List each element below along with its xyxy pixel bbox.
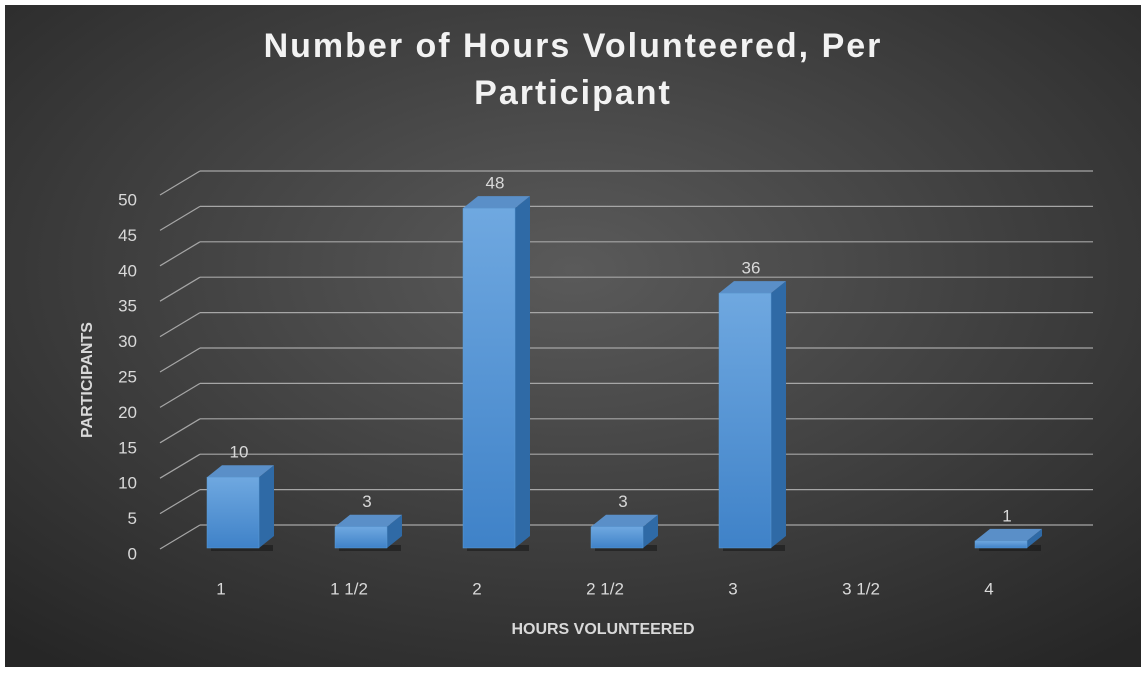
grid-line-side	[159, 524, 201, 550]
x-tick-label: 4	[984, 579, 993, 598]
x-tick-label: 2	[472, 579, 481, 598]
y-tick-label: 20	[118, 403, 137, 422]
grid-line-side	[159, 312, 201, 338]
bar-top	[335, 514, 402, 527]
chart-area: HOURS VOLUNTEERED PARTICIPANTS 0 5 10 15 20 2…	[5, 5, 1141, 667]
bar-top	[719, 281, 786, 294]
chart: HOURS VOLUNTEERED PARTICIPANTS 0 5 10 15 20 2…	[5, 5, 1141, 667]
bar-side	[771, 281, 786, 548]
y-tick-label: 0	[128, 544, 137, 563]
bar-top	[207, 465, 274, 478]
data-label: 3	[362, 492, 371, 511]
data-label: 48	[486, 174, 505, 193]
chart-title: Number of Hours Volunteered, Per Partici…	[263, 27, 883, 112]
bar	[718, 292, 772, 549]
grid-line-side	[159, 205, 201, 231]
bar	[462, 207, 516, 549]
bar-side	[515, 196, 530, 548]
grid-line-side	[159, 453, 201, 479]
x-tick-label: 2 1/2	[586, 579, 624, 598]
y-tick-label: 10	[118, 474, 137, 493]
bar-side	[643, 514, 658, 548]
x-tick-label: 3	[728, 579, 737, 598]
grid-line-side	[159, 347, 201, 373]
y-tick-label: 50	[118, 190, 137, 209]
bar-top	[975, 528, 1042, 541]
bar-top	[591, 514, 658, 527]
grid-line-side	[159, 170, 201, 196]
background	[5, 5, 1141, 667]
x-tick-label: 1	[216, 579, 225, 598]
grid-line-side	[159, 418, 201, 444]
data-label: 3	[618, 492, 627, 511]
bar-side	[259, 465, 274, 548]
y-tick-label: 15	[118, 438, 137, 457]
grid-line-side	[159, 241, 201, 267]
y-tick-label: 40	[118, 261, 137, 280]
y-tick-label: 45	[118, 226, 137, 245]
data-label: 36	[742, 259, 761, 278]
bar-top	[463, 196, 530, 209]
y-tick-label: 30	[118, 332, 137, 351]
x-axis-title: HOURS VOLUNTEERED	[511, 621, 694, 638]
grid-line-side	[159, 276, 201, 302]
y-axis-title: PARTICIPANTS	[79, 322, 96, 438]
bar	[974, 540, 1028, 549]
bar-side	[1027, 528, 1042, 548]
x-tick-label: 3 1/2	[842, 579, 880, 598]
bar	[590, 526, 644, 549]
x-tick-label: 1 1/2	[330, 579, 368, 598]
grid-line-side	[159, 382, 201, 408]
bar-side	[387, 514, 402, 548]
y-tick-label: 5	[128, 509, 137, 528]
y-tick-label: 35	[118, 297, 137, 316]
bar	[206, 476, 260, 549]
data-label: 1	[1002, 506, 1011, 525]
grid-line-side	[159, 489, 201, 515]
y-tick-label: 25	[118, 367, 137, 386]
bar	[334, 526, 388, 549]
data-label: 10	[230, 443, 249, 462]
